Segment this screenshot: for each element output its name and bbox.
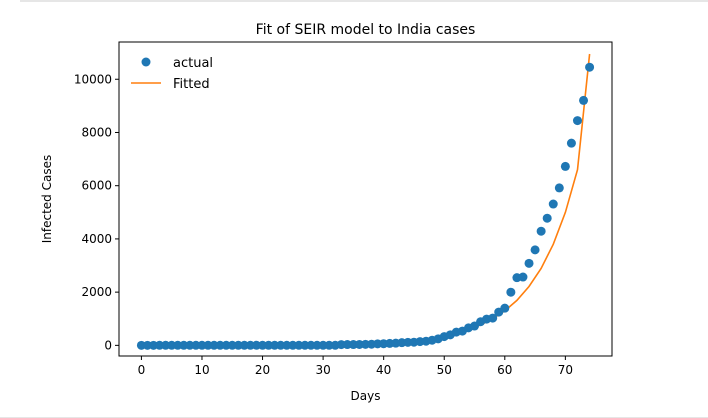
fitted-line xyxy=(141,53,591,347)
fitted-series xyxy=(141,53,591,347)
actual-point xyxy=(518,272,528,282)
actual-point xyxy=(542,213,552,223)
plot-frame xyxy=(118,41,613,357)
x-tick-label: 0 xyxy=(138,363,146,377)
y-tick-label: 10000 xyxy=(74,72,112,86)
y-tick-label: 6000 xyxy=(81,179,112,193)
legend-actual-label: actual xyxy=(173,56,213,71)
x-tick-label: 10 xyxy=(194,363,209,377)
x-axis: 0 10 20 30 40 50 60 70 xyxy=(138,356,573,377)
x-axis-title: Days xyxy=(351,389,381,403)
actual-point xyxy=(572,116,582,126)
actual-point xyxy=(536,226,546,236)
cell-top-border xyxy=(20,0,708,2)
actual-series xyxy=(136,62,595,350)
y-tick-label: 2000 xyxy=(81,285,112,299)
x-tick-label: 30 xyxy=(315,363,330,377)
actual-point xyxy=(506,287,516,297)
x-tick-label: 40 xyxy=(376,363,391,377)
actual-point xyxy=(548,199,558,209)
actual-point xyxy=(530,245,540,255)
x-tick-label: 70 xyxy=(558,363,573,377)
legend-actual-marker xyxy=(141,57,151,67)
legend-fitted-label: Fitted xyxy=(173,77,210,92)
actual-point xyxy=(585,62,595,72)
y-tick-label: 4000 xyxy=(81,232,112,246)
actual-point xyxy=(566,138,576,148)
y-axis: 0 2000 4000 6000 8000 10000 xyxy=(74,72,119,352)
actual-point xyxy=(579,95,589,105)
y-tick-label: 0 xyxy=(104,338,112,352)
y-axis-title: Infected Cases xyxy=(40,155,54,244)
x-tick-label: 60 xyxy=(497,363,512,377)
x-tick-label: 20 xyxy=(255,363,270,377)
legend: actual Fitted xyxy=(131,56,213,92)
y-tick-label: 8000 xyxy=(81,125,112,139)
actual-point xyxy=(554,183,564,193)
actual-point xyxy=(524,258,534,268)
chart-title: Fit of SEIR model to India cases xyxy=(256,22,476,38)
x-tick-label: 50 xyxy=(437,363,452,377)
actual-point xyxy=(488,313,498,323)
plot-area-border xyxy=(118,41,613,357)
actual-point xyxy=(560,161,570,171)
actual-point xyxy=(500,303,510,313)
